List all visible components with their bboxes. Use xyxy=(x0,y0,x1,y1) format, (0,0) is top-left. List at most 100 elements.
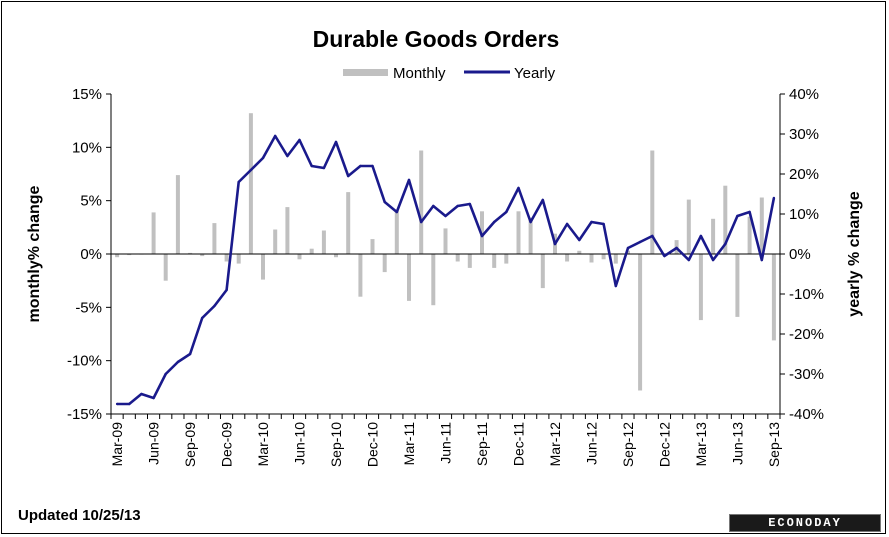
bar-monthly-Sep-09 xyxy=(188,252,193,254)
bar-monthly-Feb-13 xyxy=(686,199,691,254)
bar-monthly-Nov-12 xyxy=(650,150,655,254)
point-yearly-May-12 xyxy=(578,238,581,242)
updated-date: Updated 10/25/13 xyxy=(18,507,141,524)
point-yearly-Aug-13 xyxy=(760,258,763,262)
chart-title: Durable Goods Orders xyxy=(313,26,560,52)
point-yearly-Jul-10 xyxy=(310,164,313,168)
right-tick-label: 40% xyxy=(789,86,819,103)
bar-monthly-Feb-10 xyxy=(248,113,253,254)
point-yearly-Apr-11 xyxy=(420,220,423,224)
point-yearly-Aug-11 xyxy=(468,202,471,206)
point-yearly-May-10 xyxy=(286,154,289,158)
bar-monthly-Jan-12 xyxy=(528,217,533,254)
bar-monthly-Mar-13 xyxy=(698,254,703,321)
legend-swatch-monthly xyxy=(343,69,388,76)
bar-monthly-Mar-11 xyxy=(407,254,411,301)
point-yearly-Feb-11 xyxy=(395,210,398,214)
point-yearly-Jul-13 xyxy=(748,210,751,214)
point-yearly-Jul-09 xyxy=(164,372,167,376)
point-yearly-Aug-12 xyxy=(614,284,617,288)
bar-monthly-Oct-09 xyxy=(200,254,205,257)
x-tick-label: Jun-11 xyxy=(438,422,454,464)
point-yearly-May-11 xyxy=(432,204,435,208)
bar-monthly-Dec-10 xyxy=(370,239,375,254)
econoday-logo: ECONODAY xyxy=(729,514,881,532)
x-tick-label: Mar-11 xyxy=(401,422,417,466)
bar-monthly-May-12 xyxy=(577,250,582,254)
bar-monthly-Jun-11 xyxy=(443,228,448,254)
x-tick-label: Mar-12 xyxy=(547,422,563,467)
point-yearly-Mar-11 xyxy=(407,178,411,182)
point-yearly-Nov-12 xyxy=(651,234,654,238)
bar-monthly-Jun-12 xyxy=(589,254,594,263)
bar-monthly-Jan-11 xyxy=(382,254,387,273)
point-yearly-Apr-13 xyxy=(711,258,715,262)
point-yearly-Nov-09 xyxy=(213,304,216,308)
bar-monthly-May-10 xyxy=(285,207,290,254)
point-yearly-Jun-13 xyxy=(736,214,739,218)
point-yearly-Mar-13 xyxy=(699,234,703,238)
point-yearly-May-09 xyxy=(140,392,143,396)
x-tick-label: Dec-11 xyxy=(510,422,526,466)
bar-monthly-Jul-10 xyxy=(309,248,314,254)
x-tick-label: Dec-09 xyxy=(219,422,235,467)
bar-monthly-Apr-12 xyxy=(565,254,570,262)
bar-monthly-Feb-11 xyxy=(394,210,399,254)
bar-monthly-Nov-11 xyxy=(504,254,509,264)
point-yearly-Jul-12 xyxy=(602,222,605,226)
x-tick-label: Jun-10 xyxy=(292,422,308,465)
plot-area: 15% 10% 5% 0% -5% -10% -15% 40% 30% 20% 10% 0% -10% -… xyxy=(67,86,824,467)
point-yearly-Nov-10 xyxy=(359,164,362,168)
point-yearly-Jun-10 xyxy=(298,138,301,142)
point-yearly-Oct-11 xyxy=(493,220,496,224)
left-axis-title: monthly% change xyxy=(26,185,43,322)
point-yearly-Oct-09 xyxy=(201,316,204,320)
point-yearly-Sep-09 xyxy=(188,352,192,356)
right-axis-title: yearly % change xyxy=(846,191,863,317)
bar-monthly-Sep-13 xyxy=(771,254,776,341)
right-tick-label: -30% xyxy=(789,366,824,383)
line-yearly xyxy=(117,134,776,406)
left-tick-label: 5% xyxy=(80,193,102,210)
bar-monthly-Oct-12 xyxy=(638,254,643,391)
bar-monthly-Aug-09 xyxy=(175,175,180,254)
x-tick-label: Jun-13 xyxy=(729,422,745,465)
bar-monthly-Apr-10 xyxy=(273,229,278,254)
bar-monthly-Jul-13 xyxy=(747,216,752,254)
bar-monthly-Dec-11 xyxy=(516,211,521,254)
x-tick-label: Mar-10 xyxy=(255,422,271,467)
x-tick-label: Sep-13 xyxy=(766,422,782,467)
point-yearly-Sep-11 xyxy=(480,234,484,238)
bar-monthly-Nov-09 xyxy=(212,223,217,254)
left-tick-label: 0% xyxy=(80,246,102,263)
point-yearly-Apr-10 xyxy=(274,134,277,138)
point-yearly-Dec-10 xyxy=(371,164,374,168)
x-tick-label: Jun-12 xyxy=(583,422,599,465)
legend-label-yearly: Yearly xyxy=(514,65,556,82)
bar-monthly-May-13 xyxy=(723,185,728,254)
x-tick-label: Sep-11 xyxy=(474,422,490,466)
point-yearly-Feb-13 xyxy=(687,258,690,262)
point-yearly-Oct-12 xyxy=(638,240,642,244)
right-tick-label: 10% xyxy=(789,206,819,223)
x-tick-label: Sep-09 xyxy=(182,422,198,467)
right-tick-label: 20% xyxy=(789,166,819,183)
bar-monthly-Mar-09 xyxy=(115,254,120,258)
x-tick-label: Mar-13 xyxy=(693,422,709,467)
right-tick-label: -20% xyxy=(789,326,824,343)
point-yearly-Apr-12 xyxy=(565,222,569,226)
point-yearly-Oct-10 xyxy=(347,174,350,178)
bar-monthly-Jul-12 xyxy=(601,254,606,260)
point-yearly-Mar-12 xyxy=(553,242,557,246)
x-tick-label: Jun-09 xyxy=(146,422,162,465)
left-tick-label: 10% xyxy=(72,139,102,156)
point-yearly-May-13 xyxy=(724,242,727,246)
bar-monthly-Oct-10 xyxy=(346,192,351,254)
point-yearly-Feb-10 xyxy=(249,168,253,172)
bar-monthly-Apr-11 xyxy=(419,150,424,254)
left-tick-label: -10% xyxy=(67,353,102,370)
point-yearly-Mar-09 xyxy=(115,402,119,406)
bar-monthly-Jun-09 xyxy=(151,212,156,254)
point-yearly-Sep-13 xyxy=(772,196,776,200)
